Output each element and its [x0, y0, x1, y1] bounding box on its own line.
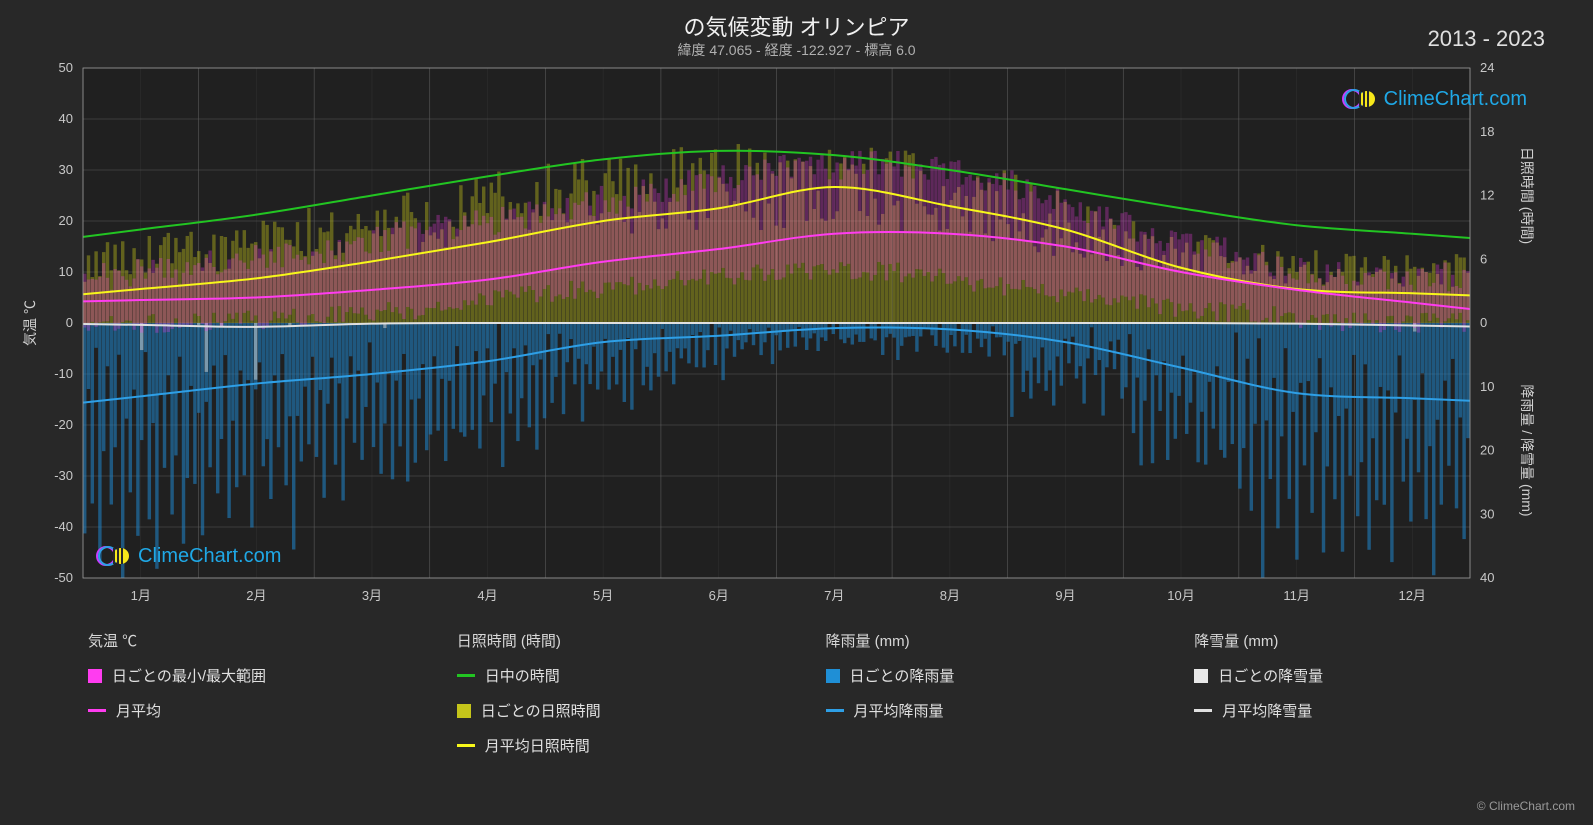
- legend-group-title: 気温 ℃: [88, 630, 447, 651]
- legend-group: 降雪量 (mm) 日ごとの降雪量月平均降雪量: [1194, 630, 1553, 770]
- svg-text:24: 24: [1480, 60, 1494, 75]
- legend-group: 日照時間 (時間) 日中の時間日ごとの日照時間月平均日照時間: [457, 630, 816, 770]
- svg-text:7月: 7月: [824, 588, 844, 603]
- legend-line-swatch: [826, 709, 844, 712]
- svg-text:-30: -30: [54, 468, 73, 483]
- svg-text:9月: 9月: [1055, 588, 1075, 603]
- footer: © ClimeChart.com: [1477, 799, 1575, 813]
- svg-text:降雨量 / 降雪量 (mm): 降雨量 / 降雪量 (mm): [1519, 384, 1535, 516]
- svg-text:30: 30: [59, 162, 73, 177]
- legend-label: 日ごとの降雪量: [1218, 665, 1323, 686]
- legend-label: 月平均降雨量: [854, 700, 944, 721]
- legend: 気温 ℃ 日ごとの最小/最大範囲月平均 日照時間 (時間) 日中の時間日ごとの日照時間…: [88, 630, 1553, 770]
- svg-text:0: 0: [66, 315, 73, 330]
- svg-text:気温 ℃: 気温 ℃: [22, 300, 38, 346]
- legend-label: 月平均日照時間: [485, 735, 590, 756]
- svg-text:-50: -50: [54, 570, 73, 585]
- svg-text:6: 6: [1480, 251, 1487, 266]
- svg-text:1月: 1月: [131, 588, 151, 603]
- legend-item: 月平均: [88, 700, 447, 721]
- legend-line-swatch: [457, 744, 475, 747]
- svg-text:-20: -20: [54, 417, 73, 432]
- svg-text:11月: 11月: [1283, 588, 1310, 603]
- legend-swatch: [457, 704, 471, 718]
- svg-text:18: 18: [1480, 124, 1494, 139]
- chart-container: の気候変動 オリンピア 緯度 47.065 - 経度 -122.927 - 標高…: [0, 0, 1593, 825]
- watermark-text: ClimeChart.com: [1384, 88, 1527, 111]
- svg-text:10: 10: [1480, 379, 1494, 394]
- svg-text:20: 20: [59, 213, 73, 228]
- svg-text:5月: 5月: [593, 588, 613, 603]
- watermark-bottom: ClimeChart.com: [96, 543, 281, 569]
- svg-text:-40: -40: [54, 519, 73, 534]
- svg-text:10月: 10月: [1167, 588, 1194, 603]
- legend-item: 日ごとの降雨量: [826, 665, 1185, 686]
- svg-text:0: 0: [1480, 315, 1487, 330]
- legend-label: 月平均: [116, 700, 161, 721]
- svg-text:40: 40: [59, 111, 73, 126]
- legend-item: 日ごとの降雪量: [1194, 665, 1553, 686]
- legend-label: 日ごとの最小/最大範囲: [112, 665, 266, 686]
- legend-line-swatch: [88, 709, 106, 712]
- legend-item: 月平均日照時間: [457, 735, 816, 756]
- logo-icon: [1342, 86, 1376, 112]
- legend-item: 月平均降雨量: [826, 700, 1185, 721]
- legend-swatch: [1194, 669, 1208, 683]
- legend-label: 日ごとの日照時間: [481, 700, 601, 721]
- svg-text:50: 50: [59, 60, 73, 75]
- svg-text:12: 12: [1480, 188, 1494, 203]
- watermark-top: ClimeChart.com: [1342, 86, 1527, 112]
- legend-group: 降雨量 (mm) 日ごとの降雨量月平均降雨量: [826, 630, 1185, 770]
- legend-line-swatch: [1194, 709, 1212, 712]
- legend-group: 気温 ℃ 日ごとの最小/最大範囲月平均: [88, 630, 447, 770]
- svg-text:6月: 6月: [709, 588, 729, 603]
- legend-swatch: [88, 669, 102, 683]
- svg-text:-10: -10: [54, 366, 73, 381]
- legend-item: 日ごとの日照時間: [457, 700, 816, 721]
- svg-text:2月: 2月: [246, 588, 266, 603]
- legend-label: 日中の時間: [485, 665, 560, 686]
- svg-text:12月: 12月: [1398, 588, 1425, 603]
- svg-text:4月: 4月: [477, 588, 497, 603]
- watermark-text: ClimeChart.com: [138, 545, 281, 568]
- legend-item: 日中の時間: [457, 665, 816, 686]
- legend-swatch: [826, 669, 840, 683]
- logo-icon: [96, 543, 130, 569]
- legend-label: 月平均降雪量: [1222, 700, 1312, 721]
- svg-text:20: 20: [1480, 443, 1494, 458]
- legend-group-title: 降雪量 (mm): [1194, 630, 1553, 651]
- legend-item: 日ごとの最小/最大範囲: [88, 665, 447, 686]
- legend-line-swatch: [457, 674, 475, 677]
- legend-group-title: 日照時間 (時間): [457, 630, 816, 651]
- svg-text:3月: 3月: [362, 588, 382, 603]
- svg-text:日照時間 (時間): 日照時間 (時間): [1519, 147, 1535, 244]
- legend-label: 日ごとの降雨量: [850, 665, 955, 686]
- svg-text:40: 40: [1480, 570, 1494, 585]
- legend-group-title: 降雨量 (mm): [826, 630, 1185, 651]
- legend-item: 月平均降雪量: [1194, 700, 1553, 721]
- svg-text:10: 10: [59, 264, 73, 279]
- svg-text:30: 30: [1480, 506, 1494, 521]
- svg-text:8月: 8月: [940, 588, 960, 603]
